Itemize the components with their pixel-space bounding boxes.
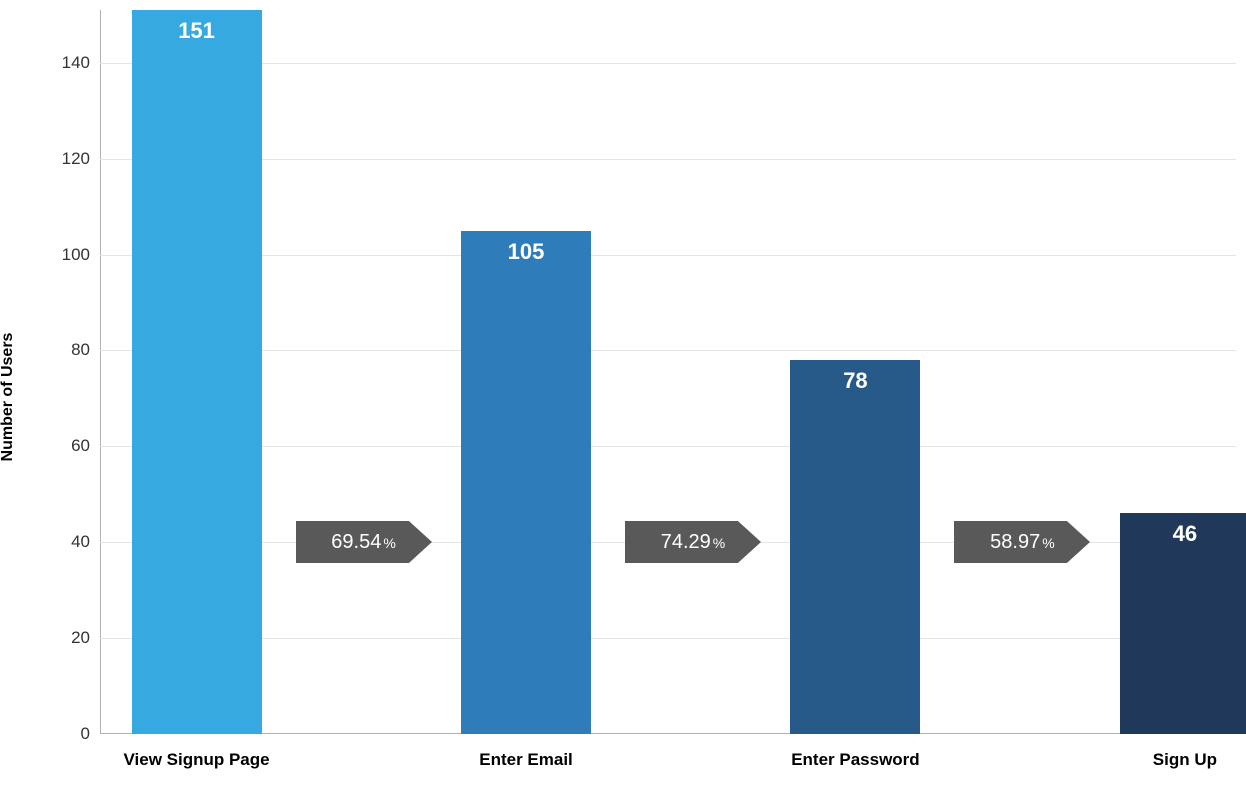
conversion-percent: 69.54 — [331, 531, 381, 554]
x-tick-label: Sign Up — [1153, 750, 1217, 770]
y-tick-label: 60 — [71, 436, 90, 456]
grid-line — [100, 638, 1236, 639]
y-tick-label: 20 — [71, 628, 90, 648]
conversion-arrow: 69.54% — [296, 521, 432, 563]
y-tick-label: 80 — [71, 340, 90, 360]
x-tick-label: Enter Email — [479, 750, 573, 770]
bar: 46 — [1120, 513, 1246, 734]
conversion-arrow: 74.29% — [625, 521, 761, 563]
bar-value-label: 105 — [461, 239, 591, 265]
y-tick-label: 140 — [62, 53, 90, 73]
conversion-arrow: 58.97% — [954, 521, 1090, 563]
percent-symbol: % — [713, 535, 725, 551]
bar: 151 — [132, 10, 262, 734]
bar: 78 — [790, 360, 920, 734]
x-axis-line — [100, 733, 1236, 734]
y-tick-label: 0 — [81, 724, 90, 744]
y-tick-label: 120 — [62, 149, 90, 169]
grid-line — [100, 350, 1236, 351]
x-tick-label: Enter Password — [791, 750, 920, 770]
grid-line — [100, 255, 1236, 256]
grid-line — [100, 446, 1236, 447]
y-axis-line — [100, 10, 101, 734]
bar-value-label: 78 — [790, 368, 920, 394]
percent-symbol: % — [383, 535, 395, 551]
y-tick-label: 100 — [62, 245, 90, 265]
x-tick-label: View Signup Page — [123, 750, 269, 770]
funnel-chart: Number of Users 020406080100120140151Vie… — [0, 0, 1246, 794]
bar-value-label: 151 — [132, 18, 262, 44]
grid-line — [100, 159, 1236, 160]
y-tick-label: 40 — [71, 532, 90, 552]
plot-area: 020406080100120140151View Signup Page105… — [100, 10, 1236, 734]
grid-line — [100, 63, 1236, 64]
bar: 105 — [461, 231, 591, 734]
percent-symbol: % — [1042, 535, 1054, 551]
y-axis-label: Number of Users — [0, 333, 17, 462]
conversion-percent: 58.97 — [990, 531, 1040, 554]
bar-value-label: 46 — [1120, 521, 1246, 547]
conversion-percent: 74.29 — [661, 531, 711, 554]
